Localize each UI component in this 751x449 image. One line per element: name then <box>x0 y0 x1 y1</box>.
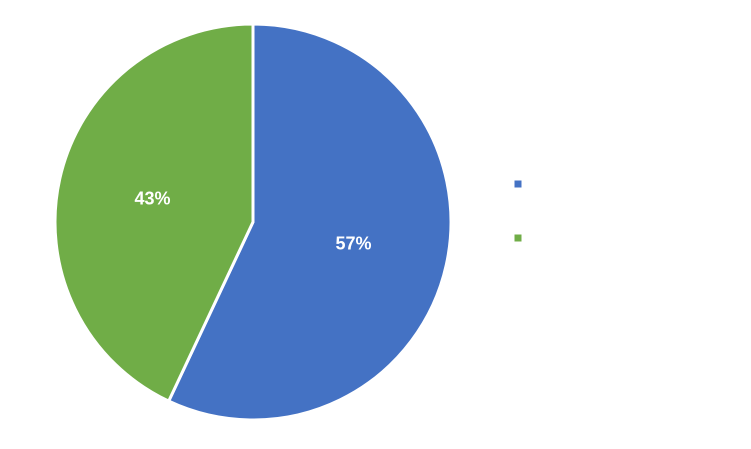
legend-marker-1 <box>514 180 522 188</box>
pie-data-labels: 57% 43% <box>134 188 371 253</box>
pie-data-label-2: 43% <box>134 188 170 208</box>
legend-marker-2 <box>514 234 522 242</box>
pie-slices <box>53 22 453 422</box>
pie-slice-2 <box>53 22 255 403</box>
pie-data-label-1: 57% <box>335 233 371 253</box>
pie-slice-1 <box>167 22 453 422</box>
chart-legend <box>514 180 522 242</box>
